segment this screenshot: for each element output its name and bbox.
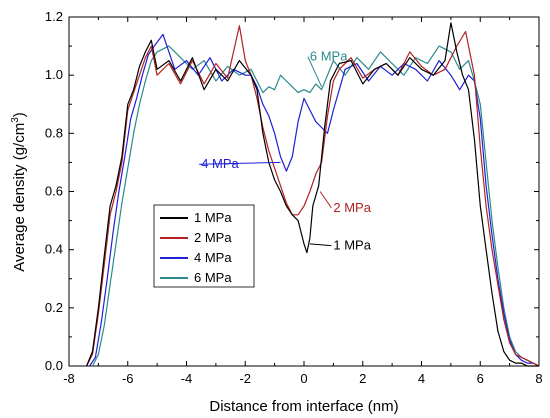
y-axis-title: Average density (g/cm3) — [10, 112, 28, 272]
x-tick-label: -8 — [63, 371, 75, 386]
legend-label-4-mpa: 4 MPa — [194, 250, 232, 265]
y-tick-label: 0.8 — [45, 125, 63, 140]
y-tick-label: 0.2 — [45, 300, 63, 315]
series-line-2-mpa — [86, 25, 540, 367]
series-line-4-mpa — [89, 33, 540, 367]
series-line-1-mpa — [86, 22, 539, 367]
series-layer — [86, 22, 540, 367]
y-tick-label: 1.0 — [45, 67, 63, 82]
legend-label-1-mpa: 1 MPa — [194, 210, 232, 225]
y-axis-title-close: ) — [11, 112, 28, 117]
y-axis-title-superscript: 3 — [10, 117, 21, 123]
x-tick-label: 2 — [359, 371, 366, 386]
y-tick-label: 0.6 — [45, 184, 63, 199]
legend: 1 MPa 2 MPa 4 MPa 6 MPa — [153, 204, 255, 288]
plot-area-frame — [68, 16, 540, 367]
x-tick-label: 8 — [535, 371, 542, 386]
x-tick-label: 6 — [477, 371, 484, 386]
x-tick-label: -4 — [181, 371, 193, 386]
annotation-leader-4-mpa — [199, 161, 281, 165]
axes-ticks: -8 -6 -4 -2 0 2 4 6 8 0.0 0.2 0.4 0.6 0.8 1.0 1.2 — [45, 9, 543, 386]
x-tick-label: 4 — [418, 371, 425, 386]
y-tick-label: 1.2 — [45, 9, 63, 24]
x-axis-title: Distance from interface (nm) — [209, 398, 398, 415]
x-tick-label: -2 — [239, 371, 251, 386]
annotation-label-2-mpa: 2 MPa — [333, 200, 371, 215]
x-tick-label: 0 — [300, 371, 307, 386]
y-axis-title-main: Average density (g/cm — [11, 123, 28, 272]
x-tick-label: -6 — [122, 371, 134, 386]
annotations-layer: 6 MPa 4 MPa 2 MPa 1 MPa — [199, 49, 372, 253]
annotation-label-4-mpa: 4 MPa — [201, 156, 239, 171]
annotation-leader-6-mpa — [307, 56, 323, 88]
series-line-6-mpa — [91, 45, 540, 367]
annotation-label-1-mpa: 1 MPa — [333, 238, 371, 253]
legend-label-2-mpa: 2 MPa — [194, 230, 232, 245]
y-tick-label: 0.4 — [45, 242, 63, 257]
annotation-label-6-mpa: 6 MPa — [310, 49, 348, 64]
legend-label-6-mpa: 6 MPa — [194, 270, 232, 285]
annotation-leader-2-mpa — [319, 191, 332, 209]
y-tick-label: 0.0 — [45, 358, 63, 373]
annotation-leader-1-mpa — [309, 243, 332, 247]
